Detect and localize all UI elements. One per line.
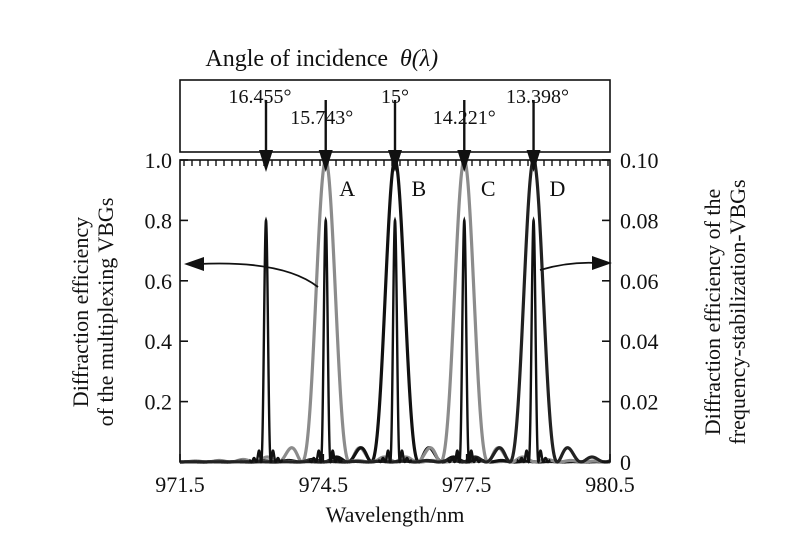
curves (179, 158, 611, 464)
y-left-tick-label: 0.2 (145, 390, 173, 415)
stabilization-curve-0 (248, 216, 284, 464)
angle-label: 16.455° (229, 86, 292, 108)
angle-label: 15.743° (290, 107, 353, 129)
y-right-tick-label: 0.08 (620, 208, 659, 233)
y-axis-right-label-line1: Diffraction efficiency of the (700, 189, 725, 436)
angle-arrow-head (259, 150, 273, 172)
y-right-tick-label: 0.04 (620, 329, 659, 354)
angle-label: 13.398° (506, 86, 569, 108)
angle-label: 14.221° (433, 107, 496, 129)
left-axis-arrow (184, 257, 319, 288)
y-left-tick-label: 1.0 (145, 148, 173, 173)
peak-labels: A B C D (339, 176, 565, 201)
angle-label: 15° (381, 86, 409, 108)
x-tick-label: 977.5 (442, 472, 492, 497)
stabilization-curve-4 (516, 216, 551, 464)
right-axis-arrow (539, 256, 612, 271)
angle-markers: 16.455°15.743° 15° 14.221° 13.398° (229, 86, 569, 172)
peak-label-b: B (412, 176, 427, 201)
x-tick-label: 980.5 (585, 472, 635, 497)
y-right-tick-label: 0.02 (620, 390, 659, 415)
multiplexing-curve-d (180, 158, 611, 464)
stabilization-curve-1 (308, 216, 343, 464)
top-axis-title: Angle of incidence (205, 46, 388, 72)
y-axis-left-label-line2: of the multiplexing VBGs (93, 198, 118, 427)
angle-arrow-head (318, 150, 333, 172)
y-left-tick-label: 0.6 (145, 269, 173, 294)
peak-label-c: C (481, 176, 496, 201)
y-axis-left-label-line1: Diffraction efficiency (68, 217, 93, 407)
angle-arrow-head (457, 150, 472, 172)
angle-arrow-head (526, 150, 541, 172)
angle-arrow-head (388, 150, 402, 172)
stabilization-curve-2 (377, 216, 413, 464)
y-left-tick-label: 0.4 (145, 329, 173, 354)
y-right-tick-label: 0 (620, 450, 631, 475)
stabilization-curve-3 (447, 216, 482, 464)
y-right-tick-label: 0.06 (620, 269, 659, 294)
x-tick-label: 974.5 (299, 472, 349, 497)
peak-label-d: D (549, 176, 565, 201)
x-axis-label: Wavelength/nm (326, 502, 465, 527)
y-right-tick-label: 0.10 (620, 148, 659, 173)
top-axis-symbol: θ(λ) (400, 46, 438, 72)
y-axis-right-label-line2: frequency-stabilization-VBGs (725, 179, 750, 444)
x-tick-label: 971.5 (155, 472, 205, 497)
peak-label-a: A (339, 176, 355, 201)
y-left-tick-label: 0.8 (145, 208, 173, 233)
ticks: 971.5 974.5 977.5 980.5 0.2 0.4 0.6 0.8 1.0 0 0.02… (145, 148, 659, 497)
